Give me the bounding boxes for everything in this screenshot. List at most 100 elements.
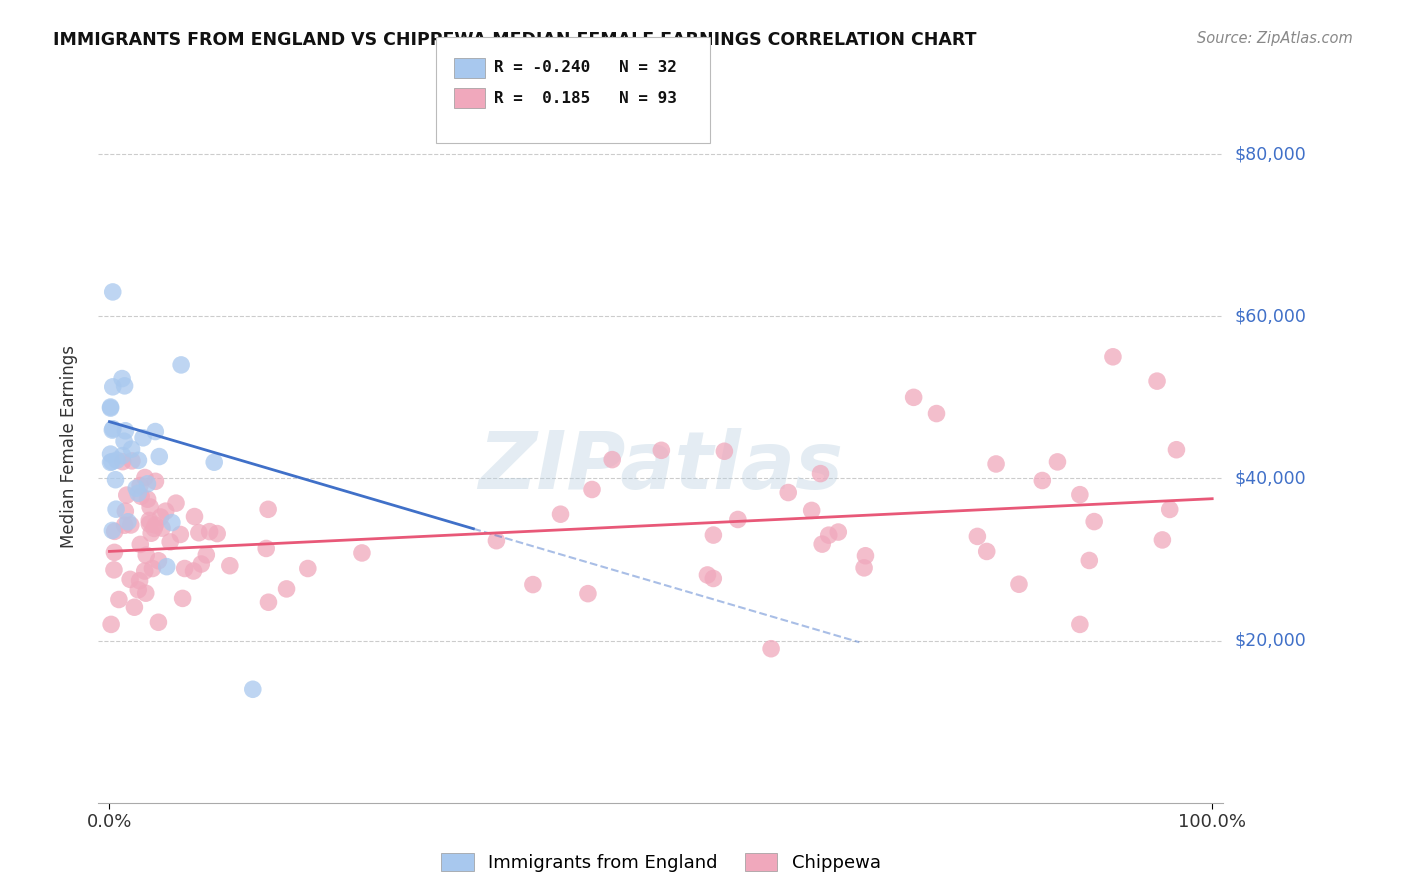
Point	[550, 507, 572, 521]
Point	[576, 587, 599, 601]
Point	[156, 559, 179, 574]
Point	[702, 572, 724, 586]
Point	[190, 557, 212, 571]
Point	[727, 512, 749, 526]
Point	[127, 486, 149, 500]
Point	[1031, 474, 1053, 488]
Point	[257, 595, 280, 609]
Point	[173, 561, 195, 575]
Point	[1069, 488, 1091, 502]
Point	[132, 431, 155, 445]
Point	[100, 447, 122, 461]
Point	[145, 475, 167, 489]
Point	[148, 450, 170, 464]
Point	[1046, 455, 1069, 469]
Point	[160, 516, 183, 530]
Y-axis label: Median Female Earnings: Median Female Earnings	[59, 344, 77, 548]
Point	[121, 442, 143, 457]
Point	[101, 285, 124, 299]
Point	[172, 591, 194, 606]
Point	[105, 502, 128, 516]
Point	[112, 434, 135, 449]
Point	[155, 504, 177, 518]
Point	[127, 582, 149, 597]
Point	[111, 455, 134, 469]
Point	[101, 455, 124, 469]
Point	[759, 641, 782, 656]
Point	[1152, 533, 1174, 547]
Text: $80,000: $80,000	[1234, 145, 1306, 163]
Point	[696, 568, 718, 582]
Point	[139, 500, 162, 514]
Point	[120, 573, 142, 587]
Point	[100, 400, 122, 414]
Point	[149, 510, 172, 524]
Point	[148, 554, 170, 568]
Point	[129, 537, 152, 551]
Point	[100, 617, 122, 632]
Point	[111, 449, 134, 463]
Point	[105, 453, 128, 467]
Point	[128, 574, 150, 588]
Point	[114, 379, 136, 393]
Text: R = -0.240   N = 32: R = -0.240 N = 32	[494, 61, 676, 75]
Point	[218, 558, 240, 573]
Point	[702, 528, 724, 542]
Point	[103, 545, 125, 559]
Point	[134, 470, 156, 484]
Legend: Immigrants from England, Chippewa: Immigrants from England, Chippewa	[441, 854, 880, 872]
Point	[713, 444, 735, 458]
Point	[101, 524, 124, 538]
Point	[129, 489, 152, 503]
Point	[1069, 617, 1091, 632]
Point	[1083, 515, 1105, 529]
Point	[121, 454, 143, 468]
Point	[127, 453, 149, 467]
Point	[800, 503, 823, 517]
Point	[138, 516, 160, 531]
Point	[143, 425, 166, 439]
Point	[141, 526, 163, 541]
Point	[195, 548, 218, 562]
Point	[966, 529, 988, 543]
Point	[101, 422, 124, 436]
Point	[103, 563, 125, 577]
Point	[202, 455, 225, 469]
Point	[853, 561, 876, 575]
Text: Source: ZipAtlas.com: Source: ZipAtlas.com	[1197, 31, 1353, 46]
Point	[485, 533, 508, 548]
Point	[141, 561, 163, 575]
Point	[855, 549, 877, 563]
Point	[984, 457, 1007, 471]
Point	[135, 548, 157, 562]
Point	[100, 401, 122, 416]
Point	[136, 476, 159, 491]
Point	[148, 615, 170, 630]
Point	[114, 518, 136, 533]
Text: IMMIGRANTS FROM ENGLAND VS CHIPPEWA MEDIAN FEMALE EARNINGS CORRELATION CHART: IMMIGRANTS FROM ENGLAND VS CHIPPEWA MEDI…	[53, 31, 977, 49]
Point	[134, 564, 156, 578]
Text: R =  0.185   N = 93: R = 0.185 N = 93	[494, 91, 676, 105]
Point	[1166, 442, 1188, 457]
Point	[581, 483, 603, 497]
Text: ZIPatlas: ZIPatlas	[478, 428, 844, 507]
Point	[117, 515, 139, 529]
Point	[810, 467, 832, 481]
Point	[650, 443, 672, 458]
Point	[1102, 350, 1125, 364]
Point	[136, 492, 159, 507]
Point	[1159, 502, 1181, 516]
Point	[125, 481, 148, 495]
Point	[1146, 374, 1168, 388]
Point	[159, 535, 181, 549]
Point	[254, 541, 277, 556]
Point	[150, 521, 173, 535]
Point	[600, 452, 623, 467]
Point	[108, 592, 131, 607]
Point	[120, 518, 142, 533]
Point	[522, 577, 544, 591]
Point	[183, 509, 205, 524]
Point	[976, 544, 998, 558]
Point	[104, 473, 127, 487]
Point	[205, 526, 228, 541]
